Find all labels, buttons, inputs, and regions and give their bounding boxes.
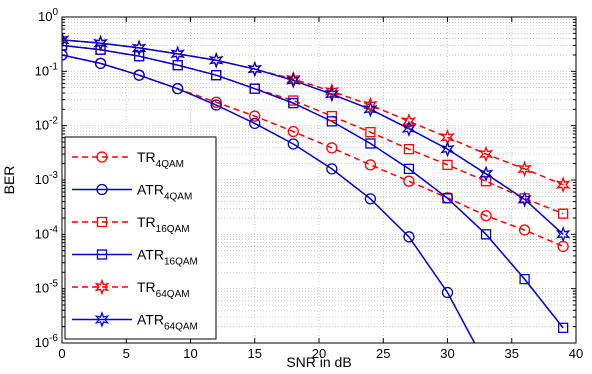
data-point [403, 143, 415, 155]
data-point [170, 45, 185, 63]
x-tick-label: 0 [58, 346, 65, 361]
legend-label: TR64QAM [137, 279, 190, 300]
legend-marker [96, 151, 108, 163]
y-axis-label: BER [1, 166, 17, 195]
x-tick-label: 10 [183, 346, 197, 361]
data-point [555, 176, 571, 194]
data-point [403, 231, 415, 243]
data-point [555, 225, 571, 243]
legend-marker [94, 278, 110, 296]
x-tick-label: 25 [376, 346, 390, 361]
data-point [131, 39, 147, 57]
data-point [326, 110, 338, 122]
legend-box [64, 136, 217, 340]
legend-label: ATR16QAM [137, 247, 198, 268]
x-tick-label: 5 [123, 346, 130, 361]
data-point [247, 60, 263, 78]
data-point [326, 142, 338, 154]
data-point [480, 210, 492, 222]
x-tick-label: 15 [248, 346, 262, 361]
y-tick-label: 100 [38, 7, 58, 24]
data-point [62, 31, 70, 49]
y-tick-label: 10-2 [35, 116, 59, 133]
data-point [365, 138, 376, 149]
x-tick-label: 30 [440, 346, 454, 361]
x-tick-label: 40 [569, 346, 583, 361]
data-point [401, 120, 417, 138]
data-point [558, 322, 569, 334]
legend-label: ATR4QAM [137, 182, 192, 203]
data-point [403, 175, 415, 187]
data-point [249, 110, 261, 122]
data-point [95, 44, 106, 55]
data-point [62, 49, 68, 61]
series-line-atr-64qam [62, 39, 564, 235]
marker-layer [62, 31, 571, 334]
data-point [249, 117, 261, 130]
data-point [517, 160, 532, 178]
data-point [324, 85, 340, 103]
data-point [210, 96, 222, 108]
legend-label: TR16QAM [137, 214, 190, 235]
data-point [288, 97, 299, 109]
series-layer [62, 39, 564, 343]
data-point [208, 51, 224, 69]
data-point [363, 96, 378, 114]
data-point [442, 159, 453, 171]
y-tick-label: 10-5 [35, 279, 59, 296]
y-tick-label: 10-3 [35, 170, 59, 187]
legend-marker [96, 183, 108, 196]
data-point [478, 145, 494, 163]
x-tick-labels: 0 5 10 15 20 25 30 35 40 [58, 346, 583, 361]
data-point [211, 70, 222, 81]
legend-marker [96, 249, 108, 260]
data-point [478, 165, 494, 183]
data-point [480, 176, 492, 187]
data-point [133, 51, 145, 62]
series-line-atr-4qam [62, 54, 476, 343]
legend-label: TR4QAM [137, 149, 184, 170]
data-point [210, 99, 222, 111]
y-tick-label: 10-1 [35, 61, 59, 78]
data-point [326, 116, 338, 127]
data-point [326, 163, 338, 175]
data-point [287, 138, 299, 150]
y-tick-label: 10-4 [35, 224, 59, 241]
data-point [364, 193, 377, 205]
legend-marker [96, 216, 108, 228]
data-point [442, 193, 453, 204]
data-point [133, 69, 145, 81]
data-point [363, 100, 378, 118]
data-point [94, 57, 107, 70]
data-point [171, 83, 184, 95]
x-tick-label: 35 [505, 346, 519, 361]
x-axis-label: SNR in dB [286, 354, 351, 370]
data-point [286, 72, 301, 89]
data-point [364, 159, 377, 171]
data-point [440, 140, 455, 158]
legend: TR4QAM ATR4QAM TR16QAM ATR16QAM TR64QAM ATR64… [64, 136, 217, 340]
data-point [517, 190, 532, 208]
data-point [249, 83, 260, 94]
data-point [62, 40, 68, 51]
data-point [480, 229, 492, 240]
series-line-atr-16qam [62, 44, 564, 329]
series-line-tr-4qam [62, 54, 564, 248]
data-point [365, 126, 376, 138]
data-point [519, 273, 530, 285]
data-point [287, 125, 299, 138]
x-tick-label: 20 [312, 346, 326, 361]
y-tick-label: 10-6 [35, 333, 59, 350]
legend-label: ATR64QAM [137, 312, 198, 333]
data-point [403, 163, 415, 175]
data-point [93, 34, 108, 52]
data-point [441, 286, 454, 299]
y-tick-labels: 100 10-1 10-2 10-3 10-4 10-5 10-6 [35, 7, 59, 350]
data-point [401, 112, 417, 130]
legend-marker [94, 311, 110, 328]
data-point [324, 82, 340, 100]
data-point [518, 224, 531, 236]
data-point [558, 208, 569, 219]
